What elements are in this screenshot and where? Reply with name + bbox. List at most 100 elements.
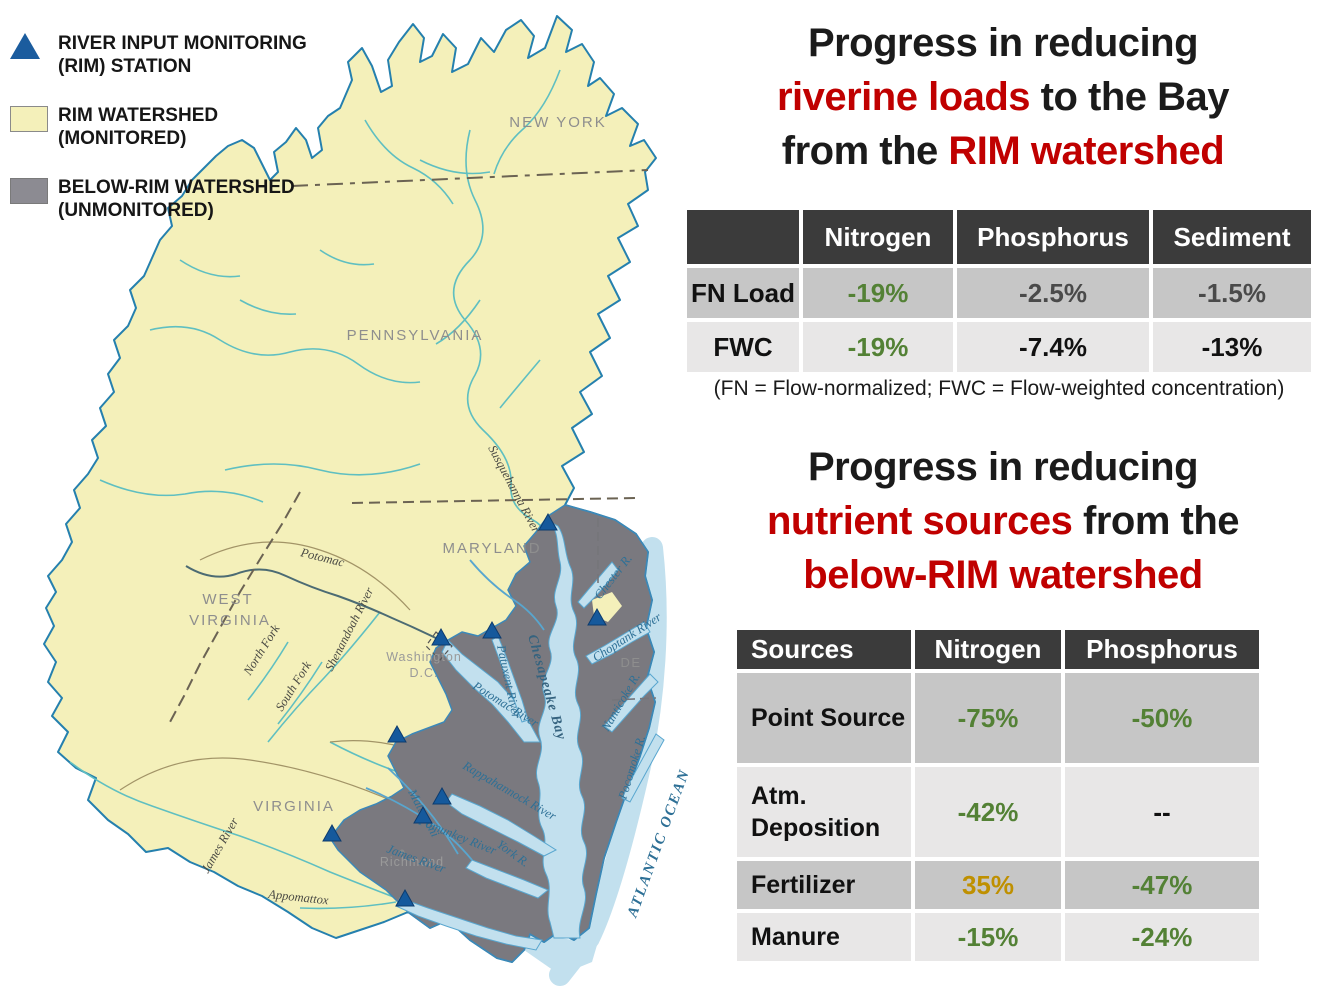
- title-line: riverine loads to the Bay: [688, 70, 1318, 124]
- row-label: Point Source: [737, 673, 911, 763]
- value-cell: -13%: [1153, 322, 1311, 372]
- legend-icon-cell: [10, 176, 58, 204]
- title-text: from the: [781, 129, 949, 173]
- potomac-river-line: [185, 565, 449, 645]
- legend-label: RIM WATERSHED (MONITORED): [58, 104, 218, 150]
- value-cell: -19%: [803, 268, 953, 318]
- table-row-point-source: Point Source -75% -50%: [737, 673, 1259, 763]
- value-cell: 35%: [915, 861, 1061, 909]
- title-text: to the Bay: [1030, 75, 1230, 119]
- table-footnote: (FN = Flow-normalized; FWC = Flow-weight…: [713, 377, 1285, 400]
- legend-icon-cell: [10, 32, 58, 59]
- table-row-fertilizer: Fertilizer 35% -47%: [737, 861, 1259, 909]
- table-header-row: Sources Nitrogen Phosphorus: [737, 630, 1259, 669]
- value-cell: -47%: [1065, 861, 1259, 909]
- state-label-new-york: NEW YORK: [509, 114, 606, 131]
- legend-label-line2: (MONITORED): [58, 128, 187, 149]
- rim-station-marker: [322, 823, 342, 842]
- row-label: FN Load: [687, 268, 799, 318]
- river-label-appomattox: Appomattox: [267, 887, 330, 907]
- value-cell: -7.4%: [957, 322, 1149, 372]
- legend-item-rim-watershed: RIM WATERSHED (MONITORED): [10, 104, 370, 150]
- legend-label-line1: RIM WATERSHED: [58, 105, 219, 126]
- legend-label-line2: (UNMONITORED): [58, 200, 214, 221]
- value-cell: -75%: [915, 673, 1061, 763]
- title-line: nutrient sources from the: [688, 494, 1318, 548]
- rim-watershed-swatch-icon: [10, 106, 48, 132]
- legend-label: RIVER INPUT MONITORING (RIM) STATION: [58, 32, 307, 78]
- watershed-map: NEW YORK PENNSYLVANIA MARYLAND WEST VIRG…: [43, 15, 693, 986]
- state-label-west-virginia-line1: WEST: [202, 591, 253, 608]
- header-cell-phosphorus: Phosphorus: [1065, 630, 1259, 669]
- value-cell: -2.5%: [957, 268, 1149, 318]
- value-cell: -24%: [1065, 913, 1259, 961]
- title-text: from the: [1072, 499, 1240, 543]
- city-label-dc: D.C.: [410, 666, 439, 680]
- legend-label: BELOW-RIM WATERSHED (UNMONITORED): [58, 176, 295, 222]
- table-row-atm-deposition: Atm. Deposition -42% --: [737, 767, 1259, 857]
- value-cell: -1.5%: [1153, 268, 1311, 318]
- rim-station-marker: [387, 724, 407, 743]
- nutrient-sources-table: Sources Nitrogen Phosphorus Point Source…: [733, 626, 1263, 965]
- title-line: Progress in reducing: [688, 440, 1318, 494]
- state-label-pennsylvania: PENNSYLVANIA: [347, 327, 484, 344]
- header-cell-nitrogen: Nitrogen: [803, 210, 953, 264]
- title-text-red: RIM watershed: [948, 129, 1225, 173]
- state-label-delaware: DE: [620, 655, 641, 670]
- value-cell: -15%: [915, 913, 1061, 961]
- rim-station-marker: [538, 512, 558, 531]
- header-cell-phosphorus: Phosphorus: [957, 210, 1149, 264]
- panel2-title: Progress in reducing nutrient sources fr…: [688, 440, 1318, 602]
- legend-label-line1: RIVER INPUT MONITORING: [58, 33, 307, 54]
- state-label-virginia: VIRGINIA: [253, 798, 335, 815]
- header-cell-sources: Sources: [737, 630, 911, 669]
- legend-label-line1: BELOW-RIM WATERSHED: [58, 177, 295, 198]
- state-label-maryland: MARYLAND: [442, 540, 541, 557]
- legend-label-line2: (RIM) STATION: [58, 56, 192, 77]
- rim-station-marker: [431, 627, 451, 646]
- value-cell: -50%: [1065, 673, 1259, 763]
- richmond-city-dot: [399, 849, 405, 855]
- rim-loads-table: Nitrogen Phosphorus Sediment FN Load -19…: [683, 206, 1315, 376]
- panel1-title: Progress in reducing riverine loads to t…: [688, 16, 1318, 178]
- title-text-red: below-RIM watershed: [803, 553, 1203, 597]
- title-line: from the RIM watershed: [688, 124, 1318, 178]
- legend-item-below-rim-watershed: BELOW-RIM WATERSHED (UNMONITORED): [10, 176, 370, 222]
- title-text: Progress in reducing: [807, 445, 1199, 489]
- tidal-tributaries: [395, 561, 665, 951]
- table-row-fn-load: FN Load -19% -2.5% -1.5%: [687, 268, 1311, 318]
- city-label-washington: Washington: [386, 650, 462, 664]
- watershed-map-svg: NEW YORK PENNSYLVANIA MARYLAND WEST VIRG…: [43, 15, 693, 986]
- table-row-manure: Manure -15% -24%: [737, 913, 1259, 961]
- below-rim-watershed-swatch-icon: [10, 178, 48, 204]
- title-text: Progress in reducing: [807, 21, 1199, 65]
- title-line: Progress in reducing: [688, 16, 1318, 70]
- value-cell: -19%: [803, 322, 953, 372]
- header-cell-sediment: Sediment: [1153, 210, 1311, 264]
- value-cell: --: [1065, 767, 1259, 857]
- header-cell-nitrogen: Nitrogen: [915, 630, 1061, 669]
- row-label: Atm. Deposition: [737, 767, 911, 857]
- title-text-red: nutrient sources: [766, 499, 1073, 543]
- rim-station-marker: [395, 888, 415, 907]
- table-row-fwc: FWC -19% -7.4% -13%: [687, 322, 1311, 372]
- legend-icon-cell: [10, 104, 58, 132]
- rim-station-marker: [482, 620, 502, 639]
- rim-stations: [322, 512, 607, 907]
- legend-item-rim-station: RIVER INPUT MONITORING (RIM) STATION: [10, 32, 370, 78]
- chesapeake-bay-water: [536, 521, 588, 939]
- city-label-richmond: Richmond: [380, 855, 444, 869]
- row-label: Manure: [737, 913, 911, 961]
- row-label: FWC: [687, 322, 799, 372]
- map-legend: RIVER INPUT MONITORING (RIM) STATION RIM…: [10, 32, 370, 248]
- rim-station-marker: [432, 786, 452, 805]
- rim-station-marker: [413, 805, 433, 824]
- title-line: below-RIM watershed: [688, 548, 1318, 602]
- state-border-lines: [169, 169, 657, 723]
- state-label-west-virginia-line2: VIRGINIA: [189, 612, 271, 629]
- rim-station-triangle-icon: [10, 33, 40, 59]
- value-cell: -42%: [915, 767, 1061, 857]
- row-label: Fertilizer: [737, 861, 911, 909]
- title-text-red: riverine loads: [776, 75, 1031, 119]
